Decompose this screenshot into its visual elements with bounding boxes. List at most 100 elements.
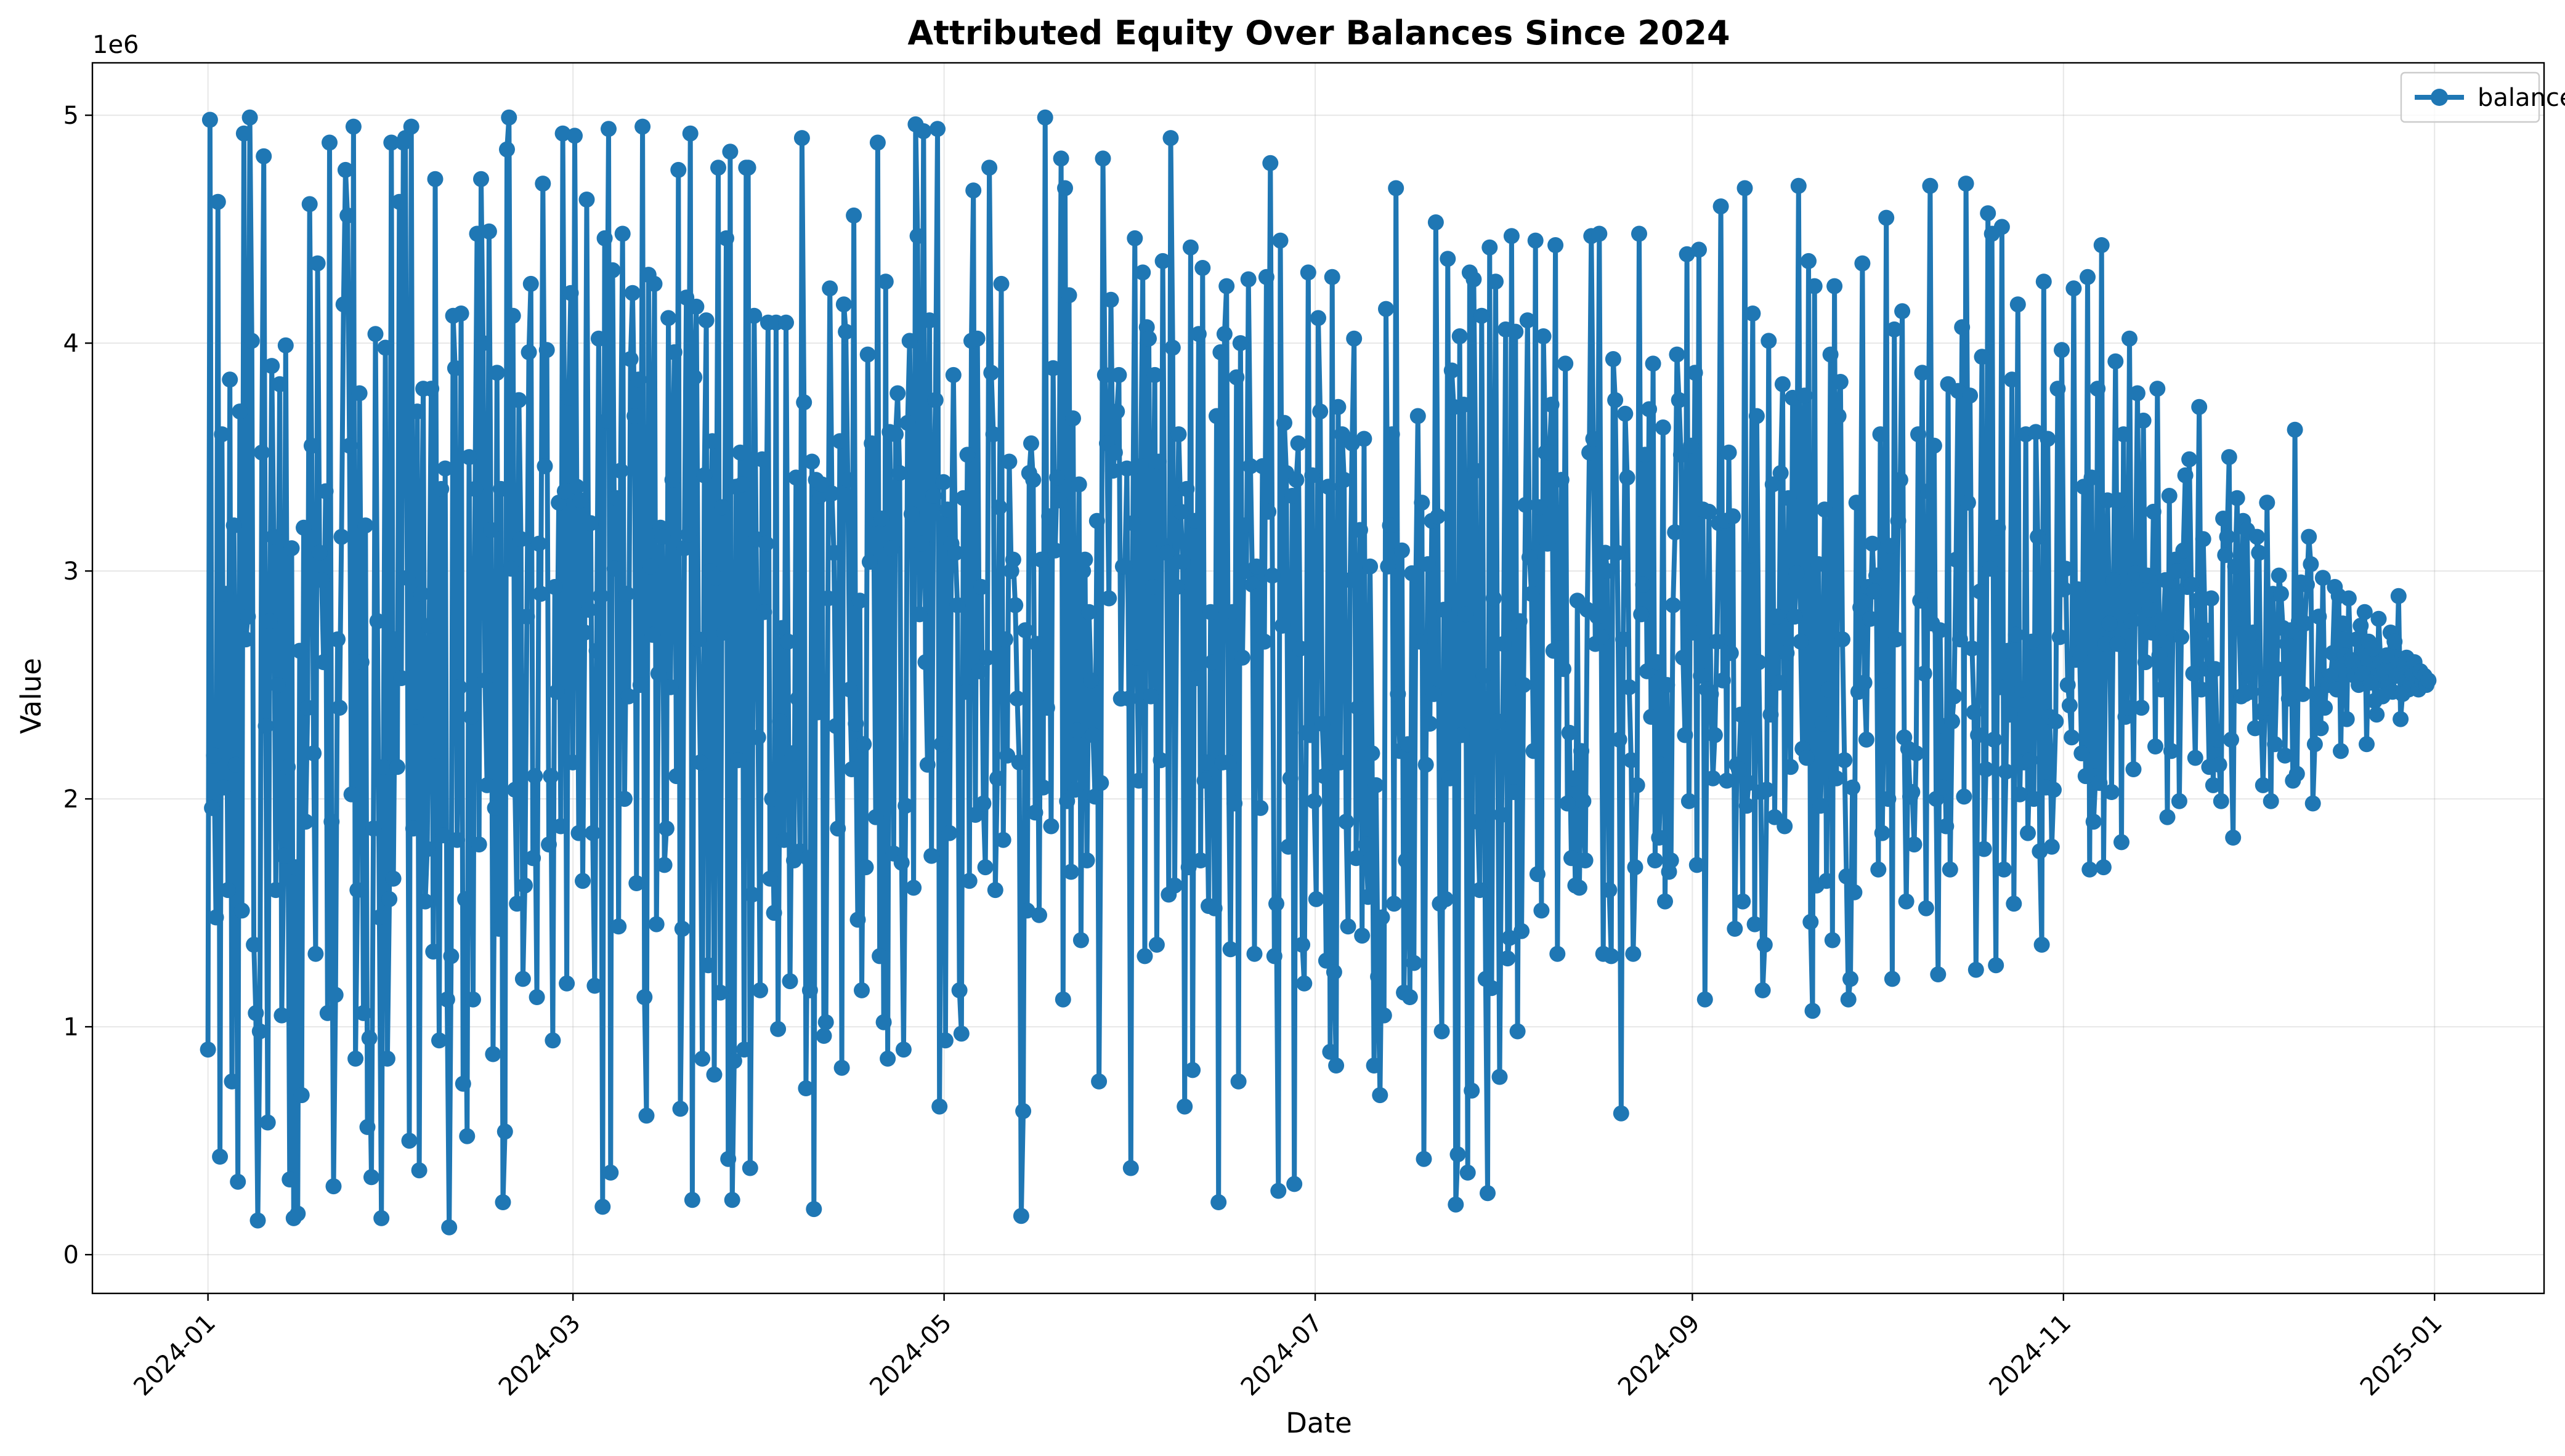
data-point xyxy=(1759,782,1775,798)
data-point xyxy=(676,540,692,557)
data-point xyxy=(1350,700,1366,716)
data-point xyxy=(1751,654,1767,671)
data-point xyxy=(357,517,374,534)
data-point xyxy=(1430,508,1446,525)
data-point xyxy=(1822,346,1839,363)
data-point xyxy=(1390,686,1406,702)
data-point xyxy=(2004,371,2020,388)
data-point xyxy=(1868,567,1884,584)
data-point xyxy=(1623,752,1639,769)
data-point xyxy=(899,415,916,431)
data-point xyxy=(1362,558,1379,575)
data-point xyxy=(2135,412,2152,429)
data-point xyxy=(604,262,621,278)
data-point xyxy=(650,665,667,682)
data-point xyxy=(1328,1058,1345,1074)
data-point xyxy=(2139,567,2156,584)
data-point xyxy=(227,756,244,773)
data-point xyxy=(2231,610,2247,627)
data-point xyxy=(1772,465,1789,481)
data-point xyxy=(670,161,687,178)
data-point xyxy=(399,570,416,586)
data-point xyxy=(2193,681,2210,698)
data-point xyxy=(1607,392,1624,408)
data-point xyxy=(1818,873,1835,889)
data-point xyxy=(746,307,763,324)
data-point xyxy=(642,558,658,575)
data-point xyxy=(1071,476,1087,493)
data-point xyxy=(1677,727,1693,743)
data-point xyxy=(319,1005,336,1021)
data-point xyxy=(1541,444,1558,461)
data-point xyxy=(220,882,236,899)
data-point xyxy=(439,991,455,1008)
data-point xyxy=(840,472,856,488)
data-point xyxy=(969,330,986,347)
data-point xyxy=(864,435,880,451)
data-point xyxy=(2001,706,2018,723)
data-point xyxy=(1330,398,1347,415)
data-point xyxy=(1685,625,1701,641)
data-point xyxy=(784,745,800,762)
data-point xyxy=(714,499,731,516)
data-point xyxy=(1206,900,1223,916)
data-point xyxy=(662,679,679,695)
data-point xyxy=(249,1212,266,1229)
data-point xyxy=(1874,825,1890,841)
data-point xyxy=(1101,590,1117,607)
data-point xyxy=(1467,463,1484,479)
data-point xyxy=(206,747,222,764)
data-point xyxy=(449,831,466,848)
data-point xyxy=(1332,754,1348,770)
data-point xyxy=(1388,180,1404,196)
data-point xyxy=(1922,177,1939,194)
data-point xyxy=(1318,952,1334,969)
data-point xyxy=(754,451,771,467)
data-point xyxy=(1878,209,1895,226)
data-point xyxy=(493,480,509,497)
data-point xyxy=(1063,863,1079,880)
data-point xyxy=(809,704,826,721)
data-point xyxy=(1422,716,1438,732)
data-point xyxy=(618,586,635,602)
data-point xyxy=(1816,501,1833,518)
data-point xyxy=(529,989,545,1005)
data-point xyxy=(2205,777,2221,793)
data-point xyxy=(1615,631,1632,648)
data-point xyxy=(772,713,788,730)
data-point xyxy=(740,160,756,176)
data-point xyxy=(903,506,920,522)
data-point xyxy=(2000,642,2016,659)
data-point xyxy=(2245,625,2261,641)
data-point xyxy=(790,690,806,707)
data-point xyxy=(2272,586,2289,602)
data-point xyxy=(323,814,340,830)
data-point xyxy=(1047,542,1063,559)
data-point xyxy=(1555,661,1571,677)
data-point xyxy=(1834,631,1850,648)
data-point xyxy=(409,403,426,420)
data-point xyxy=(488,365,505,381)
data-point xyxy=(1848,495,1865,511)
data-point xyxy=(1127,230,1143,246)
data-point xyxy=(656,857,673,873)
data-point xyxy=(1944,713,1960,730)
data-point xyxy=(1272,232,1289,249)
data-point xyxy=(893,854,910,871)
data-point xyxy=(2295,686,2311,702)
data-point xyxy=(632,677,649,694)
data-point xyxy=(501,109,517,126)
data-point xyxy=(712,984,729,1001)
data-point xyxy=(2024,633,2040,650)
data-point xyxy=(762,870,779,887)
data-point xyxy=(545,1032,561,1049)
data-point xyxy=(949,597,966,613)
data-point xyxy=(1951,631,1968,648)
data-point xyxy=(2187,750,2203,766)
data-point xyxy=(487,799,503,816)
data-point xyxy=(1527,232,1544,249)
data-point xyxy=(2081,861,2098,878)
data-point xyxy=(559,975,575,992)
data-point xyxy=(1091,1073,1108,1090)
data-point xyxy=(1368,777,1384,793)
